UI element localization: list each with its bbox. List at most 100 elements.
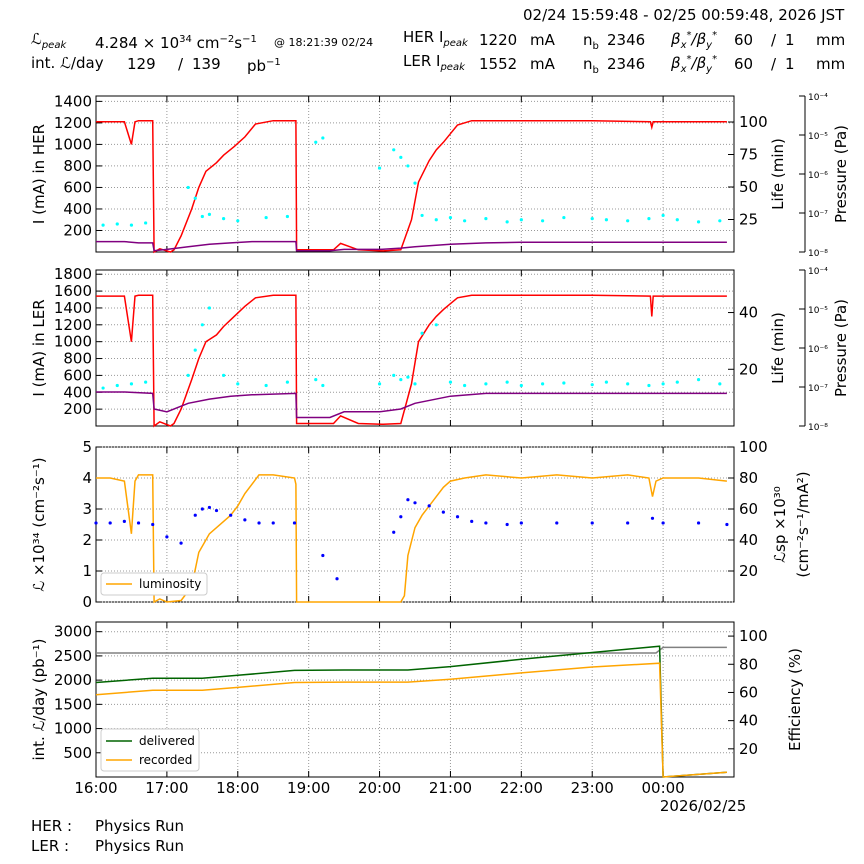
ler-beta-slash: /: [771, 55, 777, 73]
ler-beta-unit: mm: [816, 55, 846, 73]
y2-tick-label: 60: [739, 500, 758, 518]
specific-point: [427, 504, 431, 508]
pressure-point: [377, 166, 382, 170]
her-ipeak-value: 1220: [479, 31, 518, 49]
y-tick-label: 500: [63, 744, 92, 762]
pressure-tick-label: 10⁻⁴: [808, 93, 828, 103]
her-nb-value: 2346: [607, 31, 646, 49]
y2-tick-label: 40: [739, 531, 758, 549]
specific-point: [335, 577, 339, 581]
efficiency-line: [96, 646, 727, 654]
y-tick-label: 200: [63, 400, 92, 418]
her-beta-y: 1: [785, 31, 795, 49]
specific-point: [94, 521, 98, 525]
y2-tick-label: 20: [739, 562, 758, 580]
legend-label-luminosity: luminosity: [139, 577, 201, 591]
pressure-point: [661, 382, 665, 386]
x-tick-label: 22:00: [500, 779, 543, 797]
y2-tick-label: 20: [739, 360, 758, 378]
y2-tick-label: 50: [739, 178, 758, 196]
pressure-point: [562, 381, 566, 385]
ler-beta-y: 1: [785, 55, 795, 73]
pressure-point: [675, 380, 679, 384]
pressure-point: [392, 148, 396, 152]
pressure-point: [129, 223, 134, 227]
specific-point: [406, 498, 410, 502]
specific-point: [257, 521, 261, 525]
y2-tick-label: 25: [739, 211, 758, 229]
pressure-tick-label: 10⁻⁸: [808, 249, 828, 259]
pressure-tick-label: 10⁻⁵: [808, 306, 828, 316]
pressure-point: [236, 219, 240, 223]
legend: [100, 572, 208, 596]
pressure-point: [413, 181, 417, 185]
y2-tick-label: 80: [739, 655, 758, 673]
pressure-tick-label: 10⁻⁴: [808, 267, 828, 277]
y-tick-label: 400: [63, 200, 92, 218]
y-tick-label: 4: [82, 469, 92, 487]
y2-tick-label: 75: [739, 146, 758, 164]
specific-point: [271, 521, 275, 525]
specific-point: [179, 541, 183, 545]
y-tick-label: 400: [63, 383, 92, 401]
specific-point: [519, 521, 523, 525]
recorded-line: [95, 662, 727, 778]
y-tick-label: 1800: [54, 265, 92, 283]
y-tick-label: 1400: [54, 92, 92, 110]
legend-box: [100, 572, 208, 596]
specific-point: [413, 501, 417, 505]
legend-label-delivered: delivered: [139, 734, 195, 748]
x-tick-label: 23:00: [571, 779, 614, 797]
pressure-point: [448, 215, 453, 220]
pressure-point: [406, 164, 410, 168]
pressure-tick-label: 10⁻⁶: [808, 171, 828, 181]
specific-point: [108, 521, 112, 525]
pressure-point: [604, 218, 609, 222]
y-tick-label: 2000: [54, 671, 92, 689]
header: 02/24 15:59:48 - 02/25 00:59:48, 2026 JS…: [0, 0, 864, 90]
pressure-point: [186, 185, 190, 190]
ler-nb-label: nb: [583, 55, 599, 76]
pressure-point: [541, 219, 545, 223]
life-line: [96, 240, 727, 252]
pressure-axis-label: Pressure (Pa): [832, 299, 850, 397]
x-tick-label: 18:00: [216, 779, 259, 797]
y-tick-label: 1: [82, 562, 92, 580]
ler-beta-label: βx*/βy*: [671, 54, 718, 75]
y-tick-label: 1200: [54, 114, 92, 132]
y2-tick-label: 40: [739, 304, 758, 322]
her-nb-label: nb: [583, 31, 599, 52]
pressure-point: [463, 383, 467, 388]
panel-1: [95, 95, 806, 254]
pressure-point: [590, 383, 594, 387]
y-tick-label: 1000: [54, 720, 92, 738]
lpeak-label: ℒpeak: [31, 30, 67, 51]
her-beta-label: βx*/βy*: [671, 30, 718, 51]
specific-point: [455, 515, 460, 519]
pressure-point: [647, 217, 651, 221]
time-range: 02/24 15:59:48 - 02/25 00:59:48, 2026 JS…: [523, 6, 845, 24]
pressure-tick-label: 10⁻⁷: [808, 210, 828, 220]
her-run-label: HER :: [31, 817, 73, 835]
pressure-point: [314, 140, 318, 144]
y-tick-label: 600: [63, 178, 92, 196]
pressure-point: [647, 383, 651, 388]
panel-2: [95, 269, 806, 428]
panel-4: [95, 621, 735, 778]
specific-point: [165, 535, 169, 539]
y-axis-label: int. ℒ/day (pb⁻¹): [30, 639, 48, 761]
specific-point: [505, 522, 509, 527]
specific-point: [725, 522, 729, 527]
pressure-point: [604, 380, 609, 384]
pressure-point: [186, 373, 190, 378]
y-tick-label: 1600: [54, 282, 92, 300]
delivered-line: [95, 645, 727, 778]
pressure-point: [434, 323, 438, 327]
pressure-point: [285, 214, 289, 219]
current-line: [96, 119, 727, 254]
pressure-tick-label: 10⁻⁷: [808, 384, 828, 394]
y2-axis-label: Life (min): [769, 312, 787, 384]
pressure-point: [222, 373, 226, 378]
y-tick-label: 1500: [54, 695, 92, 713]
legend-label-recorded: recorded: [139, 753, 192, 767]
